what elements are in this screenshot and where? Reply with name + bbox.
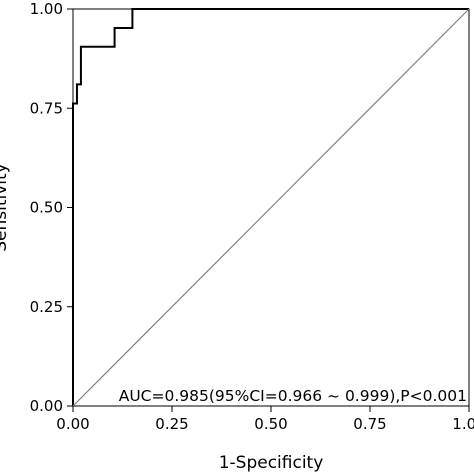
y-tick-label: 0.00 (30, 397, 63, 415)
y-axis: 0.00 0.25 0.50 0.75 1.00 (30, 0, 73, 415)
x-tick-label: 0.50 (254, 415, 287, 433)
x-tick-label: 0.75 (353, 415, 386, 433)
y-tick-label: 0.75 (30, 99, 63, 117)
x-tick-label: 0.25 (155, 415, 188, 433)
reference-diagonal-line (72, 8, 470, 407)
y-axis-title: Sensitivity (0, 163, 11, 252)
y-tick-label: 0.25 (30, 298, 63, 316)
y-tick-label: 1.00 (30, 0, 63, 18)
x-axis: 0.00 0.25 0.50 0.75 1.00 (56, 406, 474, 433)
x-tick-label: 0.00 (56, 415, 89, 433)
x-tick-label: 1.00 (452, 415, 474, 433)
auc-annotation: AUC=0.985(95%CI=0.966 ~ 0.999),P<0.001 (119, 387, 467, 405)
plot-area (72, 8, 470, 407)
x-axis-title: 1-Specificity (219, 453, 324, 473)
roc-curve-line (72, 8, 469, 406)
y-tick-label: 0.50 (30, 199, 63, 217)
